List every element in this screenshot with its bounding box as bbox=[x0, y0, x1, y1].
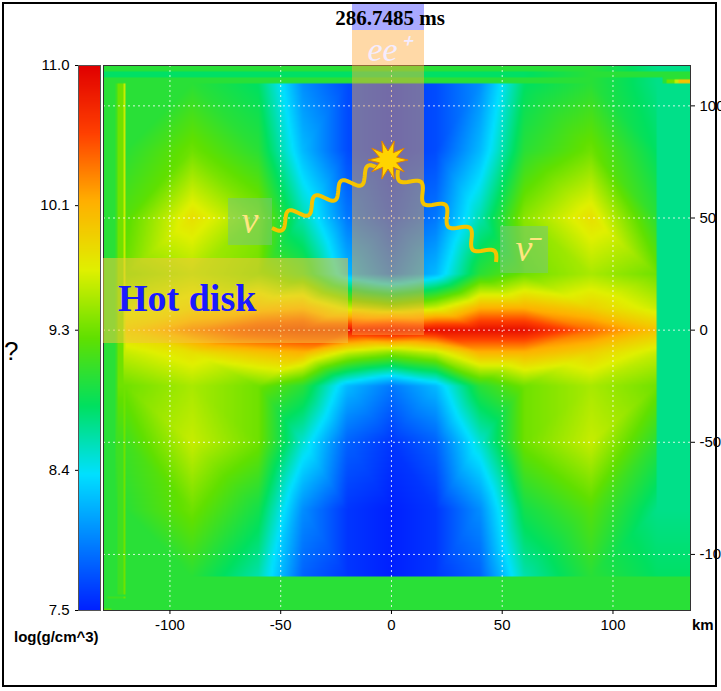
html-text:log(g/cm^3): log(g/cm^3) bbox=[14, 628, 99, 645]
html-text:ν̄: ν̄ bbox=[515, 227, 533, 269]
svg-text:0: 0 bbox=[700, 321, 708, 338]
html-text:km: km bbox=[692, 616, 714, 633]
svg-text:-50: -50 bbox=[700, 433, 721, 450]
svg-text:50: 50 bbox=[700, 209, 717, 226]
svg-text:50: 50 bbox=[494, 616, 511, 633]
svg-text:100: 100 bbox=[700, 97, 721, 114]
svg-text:-100: -100 bbox=[155, 616, 185, 633]
html-text:ee⁺: ee⁺ bbox=[367, 31, 409, 68]
svg-text:0: 0 bbox=[387, 616, 395, 633]
svg-text:11.0: 11.0 bbox=[41, 56, 69, 73]
svg-text:10.1: 10.1 bbox=[40, 196, 69, 213]
svg-text:9.3: 9.3 bbox=[49, 321, 70, 338]
svg-text:8.4: 8.4 bbox=[49, 461, 70, 478]
html-text:286.7485 ms: 286.7485 ms bbox=[335, 6, 445, 30]
html-text:Hot disk: Hot disk bbox=[118, 277, 257, 319]
svg-text:100: 100 bbox=[600, 616, 625, 633]
svg-text:7.5: 7.5 bbox=[49, 601, 70, 618]
html-text:ν: ν bbox=[241, 199, 259, 241]
svg-text:-100: -100 bbox=[700, 545, 721, 562]
svg-text:-50: -50 bbox=[270, 616, 292, 633]
